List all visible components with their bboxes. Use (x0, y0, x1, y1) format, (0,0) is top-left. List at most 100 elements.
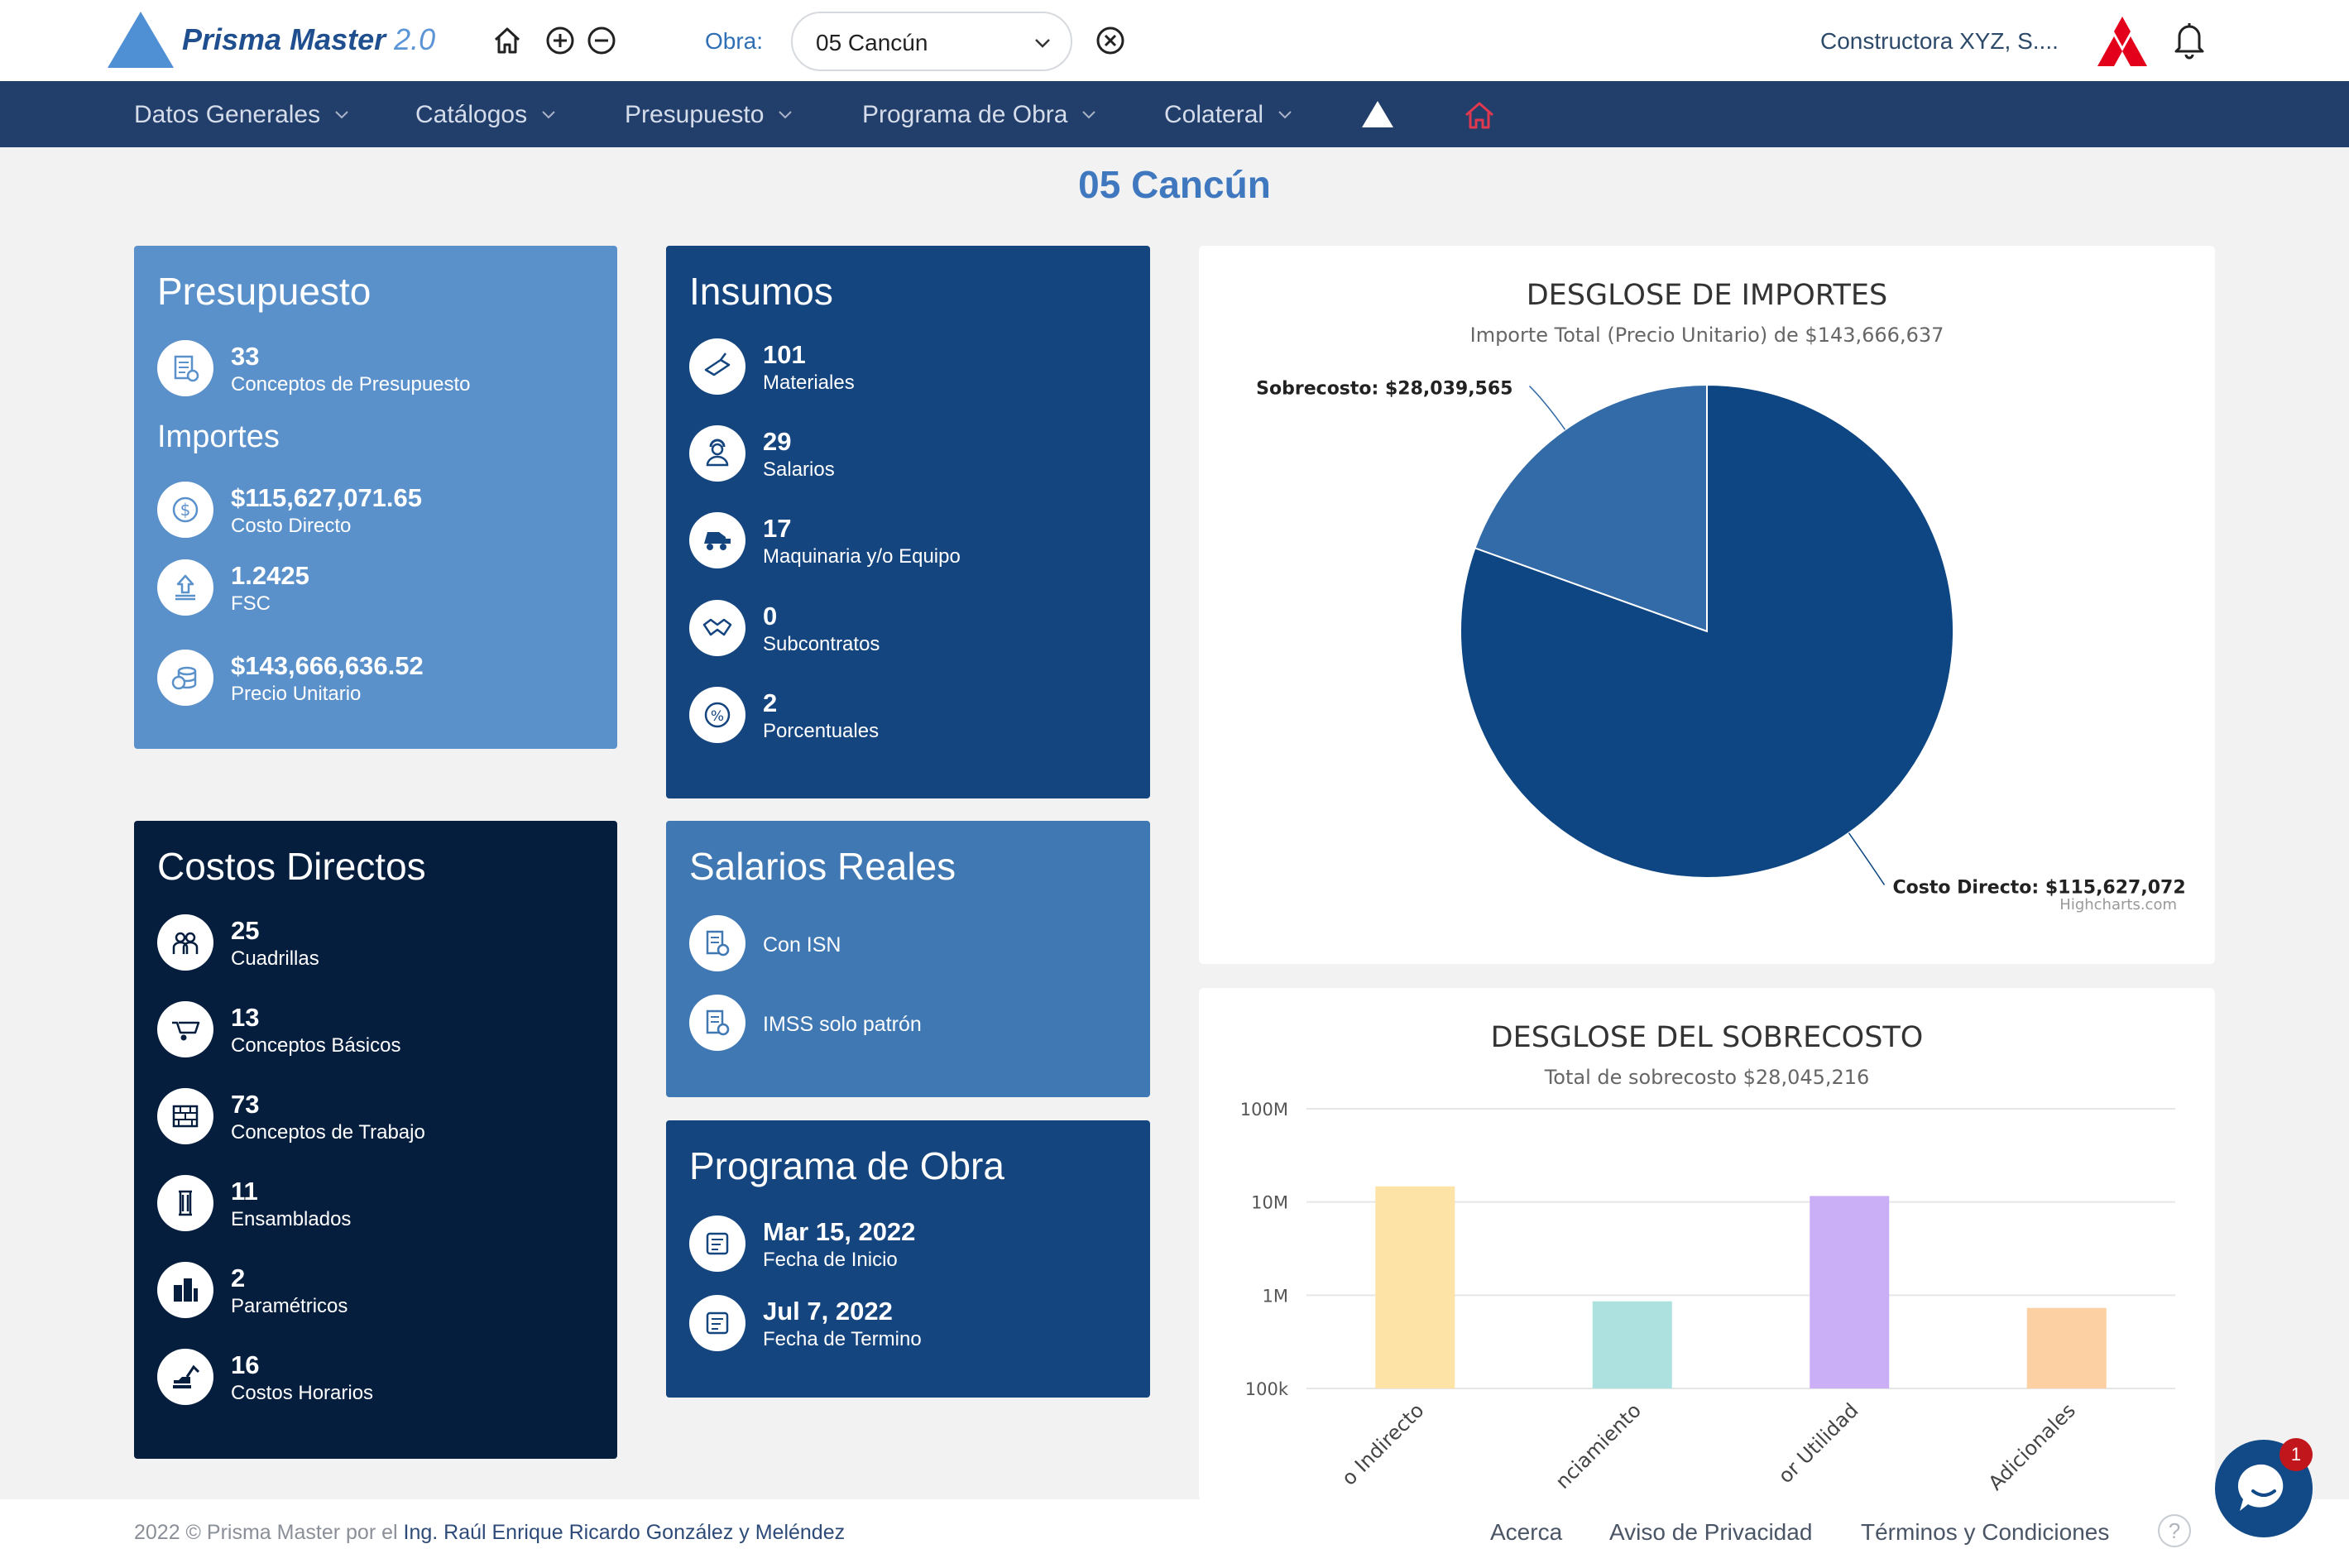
bar-0[interactable] (1375, 1186, 1455, 1388)
pie-chart-title: DESGLOSE DE IMPORTES (1526, 279, 1888, 312)
importes-title: Importes (157, 420, 280, 454)
stat-costo-directo[interactable]: $ $115,627,071.65 Costo Directo (157, 482, 587, 541)
chat-notification-badge: 1 (2279, 1438, 2313, 1471)
chevron-down-icon (335, 111, 348, 119)
stat-imss-solo-patron[interactable]: IMSS solo patrón (689, 995, 1119, 1054)
dump-truck-icon (689, 512, 745, 568)
company-logo-icon (2097, 17, 2147, 66)
coin-stack-icon (157, 650, 213, 706)
svg-text:%: % (711, 708, 724, 725)
stat-materiales[interactable]: 101 Materiales (689, 338, 1119, 398)
app-logo[interactable]: Prisma Master 2.0 (108, 12, 435, 68)
stat-fecha-termino[interactable]: Jul 7, 2022 Fecha de Termino (689, 1295, 1119, 1355)
pie-label-0: Sobrecosto: $28,039,565 (1256, 379, 1512, 400)
help-icon[interactable]: ? (2158, 1514, 2191, 1547)
column-icon (157, 1175, 213, 1231)
pie-slice-1[interactable] (1460, 383, 1954, 879)
programa-obra-card[interactable]: Programa de Obra Mar 15, 2022 Fecha de I… (666, 1120, 1150, 1398)
brick-wall-icon (157, 1088, 213, 1144)
stat-con-isn[interactable]: Con ISN (689, 915, 1119, 975)
y-tick-label-1: 10M (1251, 1193, 1288, 1213)
x-tick-label-0: o Indirecto (1337, 1398, 1428, 1489)
stat-precio-unitario[interactable]: $143,666,636.52 Precio Unitario (157, 650, 587, 709)
y-tick-label-3: 100k (1245, 1379, 1289, 1399)
nav-datos-generales[interactable]: Datos Generales (134, 101, 350, 129)
insumos-card[interactable]: Insumos 101 Materiales 29 Salarios 17 Ma… (666, 246, 1150, 798)
home-icon[interactable] (491, 25, 523, 56)
chevron-down-icon (1278, 111, 1292, 119)
stat-fsc[interactable]: 1.2425 FSC (157, 559, 587, 619)
nav-programa-de-obra[interactable]: Programa de Obra (862, 101, 1097, 129)
stat-parametricos[interactable]: 2 Paramétricos (157, 1262, 587, 1321)
chat-button[interactable] (2215, 1440, 2313, 1537)
bar-chart-subtitle: Total de sobrecosto $28,045,216 (1544, 1066, 1870, 1089)
costos-directos-title: Costos Directos (157, 845, 426, 888)
bar-2[interactable] (1810, 1196, 1890, 1388)
calendar-icon (689, 1216, 745, 1272)
nav-catalogos[interactable]: Catálogos (415, 101, 557, 129)
stat-costos-horarios[interactable]: 16 Costos Horarios (157, 1349, 587, 1408)
x-tick-label-2: or Utilidad (1774, 1398, 1863, 1488)
nav-presupuesto[interactable]: Presupuesto (625, 101, 793, 129)
main-nav: Datos Generales Catálogos Presupuesto Pr… (0, 81, 2349, 147)
presupuesto-title: Presupuesto (157, 270, 372, 313)
stat-salarios[interactable]: 29 Salarios (689, 425, 1119, 485)
calendar-icon (689, 1295, 745, 1351)
bar-1[interactable] (1592, 1301, 1672, 1388)
y-tick-label-2: 1M (1263, 1286, 1288, 1306)
pie-label-1: Costo Directo: $115,627,072 (1893, 877, 2186, 898)
pie-connector-0 (1528, 386, 1566, 430)
stat-fecha-inicio[interactable]: Mar 15, 2022 Fecha de Inicio (689, 1216, 1119, 1275)
chevron-down-icon (1082, 111, 1096, 119)
document-check-icon (689, 915, 745, 971)
footer-link-acerca[interactable]: Acerca (1490, 1519, 1563, 1545)
nav-colateral[interactable]: Colateral (1164, 101, 1293, 129)
chevron-down-icon (542, 111, 555, 119)
zoom-out-icon[interactable] (586, 25, 617, 56)
footer-author-link[interactable]: Ing. Raúl Enrique Ricardo González y Mel… (403, 1521, 846, 1544)
salarios-reales-card[interactable]: Salarios Reales Con ISN IMSS solo patrón (666, 821, 1150, 1097)
y-tick-label-0: 100M (1240, 1100, 1288, 1120)
company-name[interactable]: Constructora XYZ, S.... (1820, 28, 2059, 54)
stat-ensamblados[interactable]: 11 Ensamblados (157, 1175, 587, 1235)
footer-link-terminos[interactable]: Términos y Condiciones (1861, 1519, 2110, 1545)
costos-directos-card[interactable]: Costos Directos 25 Cuadrillas 13 Concept… (134, 821, 617, 1459)
pie-chart-subtitle: Importe Total (Precio Unitario) de $143,… (1469, 324, 1944, 347)
percent-icon: % (689, 687, 745, 743)
stat-porcentuales[interactable]: % 2 Porcentuales (689, 687, 1119, 746)
presupuesto-card[interactable]: Presupuesto 33 Conceptos de Presupuesto … (134, 246, 617, 749)
footer-link-aviso-privacidad[interactable]: Aviso de Privacidad (1609, 1519, 1813, 1545)
budget-doc-icon (157, 340, 213, 396)
bar-3[interactable] (2026, 1307, 2107, 1388)
footer-copyright: 2022 © Prisma Master por el Ing. Raúl En… (134, 1521, 846, 1544)
page-title: 05 Cancún (1078, 163, 1271, 206)
prisma-triangle-icon[interactable] (1360, 99, 1395, 129)
x-tick-label-3: Adicionales (1984, 1398, 2080, 1494)
insumos-title: Insumos (689, 270, 833, 313)
desglose-sobrecosto-panel: DESGLOSE DEL SOBRECOSTO Total de sobreco… (1199, 988, 2215, 1501)
clear-obra-icon[interactable] (1095, 25, 1126, 56)
obra-select[interactable]: 05 Cancún (791, 12, 1072, 71)
stat-cuadrillas[interactable]: 25 Cuadrillas (157, 914, 587, 974)
bar-chart: 100M 10M 1M 100k o Indirecto nciamiento or Uti… (1240, 1100, 2175, 1495)
stat-conceptos-presupuesto[interactable]: 33 Conceptos de Presupuesto (157, 340, 587, 400)
wheelbarrow-icon (157, 1001, 213, 1057)
stat-subcontratos[interactable]: 0 Subcontratos (689, 600, 1119, 659)
stat-maquinaria[interactable]: 17 Maquinaria y/o Equipo (689, 512, 1119, 572)
footer: 2022 © Prisma Master por el Ing. Raúl En… (0, 1499, 2349, 1568)
chevron-down-icon (779, 111, 793, 119)
logo-triangle-icon (108, 12, 174, 68)
excavator-icon (157, 1349, 213, 1405)
trowel-brick-icon (689, 338, 745, 395)
chart-credits[interactable]: Highcharts.com (2059, 896, 2177, 913)
svg-text:$: $ (180, 500, 191, 520)
crew-icon (157, 914, 213, 971)
obra-label: Obra: (705, 28, 764, 54)
zoom-in-icon[interactable] (544, 25, 576, 56)
stat-conceptos-basicos[interactable]: 13 Conceptos Básicos (157, 1001, 587, 1061)
bell-icon[interactable] (2173, 18, 2206, 60)
desglose-importes-panel: DESGLOSE DE IMPORTES Importe Total (Prec… (1199, 246, 2215, 964)
stat-conceptos-trabajo[interactable]: 73 Conceptos de Trabajo (157, 1088, 587, 1148)
home-red-icon[interactable] (1463, 99, 1496, 131)
handshake-icon (689, 600, 745, 656)
